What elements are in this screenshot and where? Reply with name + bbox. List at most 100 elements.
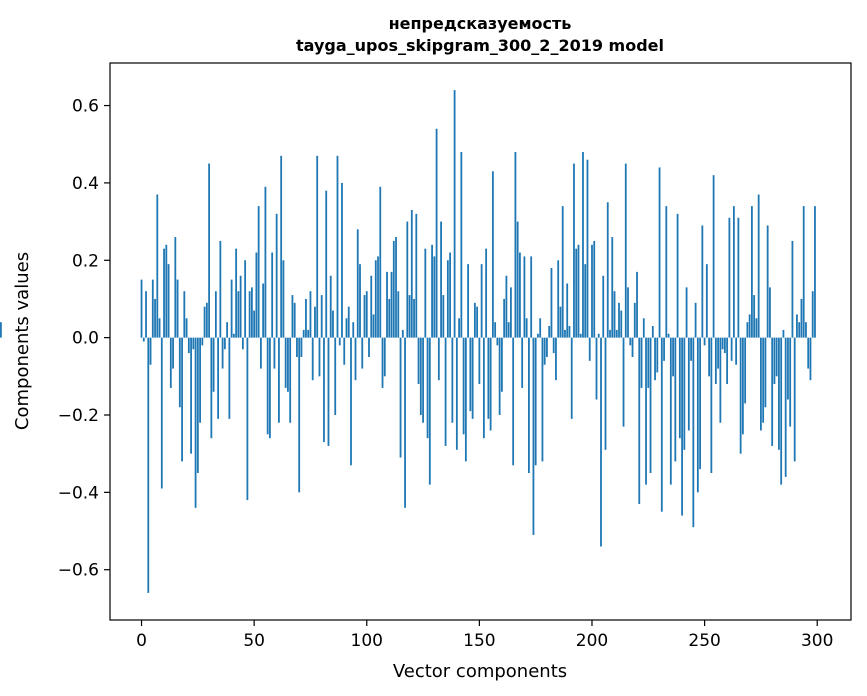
bar-258 <box>721 337 724 350</box>
bar-59 <box>273 337 276 369</box>
bar-128 <box>428 337 431 485</box>
bar-131 <box>435 128 438 338</box>
bar-256 <box>717 337 720 369</box>
bar-270 <box>748 314 751 338</box>
bar-106 <box>379 186 382 338</box>
bar-293 <box>800 298 803 338</box>
bar-164 <box>510 287 512 338</box>
bar-30 <box>208 163 210 338</box>
bar-248 <box>699 337 701 470</box>
bar-275 <box>760 337 762 431</box>
bar-110 <box>388 298 391 338</box>
bar-196 <box>582 151 584 338</box>
bar-278 <box>766 225 769 338</box>
bar-121 <box>413 298 415 338</box>
bar-173 <box>530 256 533 338</box>
bar-90 <box>343 337 346 365</box>
bar-2 <box>145 291 147 338</box>
bar-268 <box>744 337 747 404</box>
bar-216 <box>627 287 629 338</box>
bar-83 <box>327 337 330 446</box>
bar-51 <box>255 252 258 338</box>
bar-60 <box>275 213 278 338</box>
bar-192 <box>573 163 575 338</box>
bar-175 <box>534 337 537 466</box>
bar-155 <box>489 337 492 431</box>
bar-81 <box>323 337 325 443</box>
bar-17 <box>178 337 181 408</box>
bar-88 <box>338 337 341 346</box>
bar-146 <box>469 337 472 412</box>
bar-219 <box>633 302 636 338</box>
bar-194 <box>577 244 580 338</box>
bar-49 <box>250 287 253 338</box>
bar-14 <box>172 337 174 369</box>
bar-132 <box>437 337 440 381</box>
bar-235 <box>669 337 672 485</box>
bar-203 <box>597 333 600 338</box>
bar-207 <box>606 202 609 338</box>
bar-137 <box>449 252 451 338</box>
bar-44 <box>239 275 242 338</box>
bar-85 <box>332 310 334 338</box>
bar-48 <box>248 291 251 338</box>
bar-29 <box>205 302 208 338</box>
bar-68 <box>293 302 296 338</box>
bar-230 <box>658 167 661 338</box>
bar-21 <box>187 337 190 354</box>
bar-148 <box>473 302 476 338</box>
bar-217 <box>629 337 632 346</box>
bar-202 <box>595 337 598 400</box>
bar-181 <box>548 326 551 338</box>
bar-45 <box>241 337 244 350</box>
bar-series <box>0 90 816 593</box>
bar-261 <box>728 217 731 338</box>
bar-150 <box>478 337 481 385</box>
bar-4 <box>149 337 152 365</box>
bar-237 <box>674 337 677 462</box>
bar-42 <box>235 248 238 338</box>
bar-229 <box>656 337 659 373</box>
bar-41 <box>232 333 235 338</box>
bar-168 <box>519 252 521 338</box>
bar-34 <box>217 337 220 419</box>
y-tick-label: 0.4 <box>72 174 99 194</box>
bar-271 <box>751 206 753 338</box>
bar-32 <box>212 337 215 392</box>
bar-185 <box>557 260 560 338</box>
bar-152 <box>482 337 485 439</box>
bar-9 <box>160 337 163 489</box>
bar-223 <box>642 318 645 338</box>
bar-179 <box>543 337 546 365</box>
bar-40 <box>230 279 233 338</box>
bar-91 <box>345 318 348 338</box>
bar-71 <box>300 337 303 357</box>
bar-18 <box>181 337 183 462</box>
bar-272 <box>753 295 756 338</box>
bar-145 <box>467 264 470 338</box>
bar-16 <box>176 279 179 338</box>
y-tick-label: −0.6 <box>58 561 99 581</box>
bar-62 <box>280 155 283 338</box>
bar-289 <box>791 240 794 338</box>
bar-176 <box>537 333 539 338</box>
bar-238 <box>676 213 679 338</box>
bar-149 <box>476 306 479 338</box>
bar-156 <box>491 171 494 338</box>
bar-242 <box>685 287 688 338</box>
bar-114 <box>397 291 400 338</box>
bar-125 <box>422 337 424 423</box>
y-tick-label: −0.2 <box>58 406 99 426</box>
bar-79 <box>318 337 321 377</box>
bar-189 <box>566 283 569 338</box>
bar-162 <box>505 275 508 338</box>
bar-67 <box>291 295 294 338</box>
bar-136 <box>446 260 449 338</box>
bar-186 <box>559 306 562 338</box>
bar-58 <box>271 252 274 338</box>
bar-57 <box>269 337 271 439</box>
bar-33 <box>214 291 217 338</box>
chart-title: непредсказуемость tayga_upos_skipgram_30… <box>296 14 664 55</box>
bar-73 <box>305 298 307 338</box>
bar-287 <box>787 337 789 400</box>
